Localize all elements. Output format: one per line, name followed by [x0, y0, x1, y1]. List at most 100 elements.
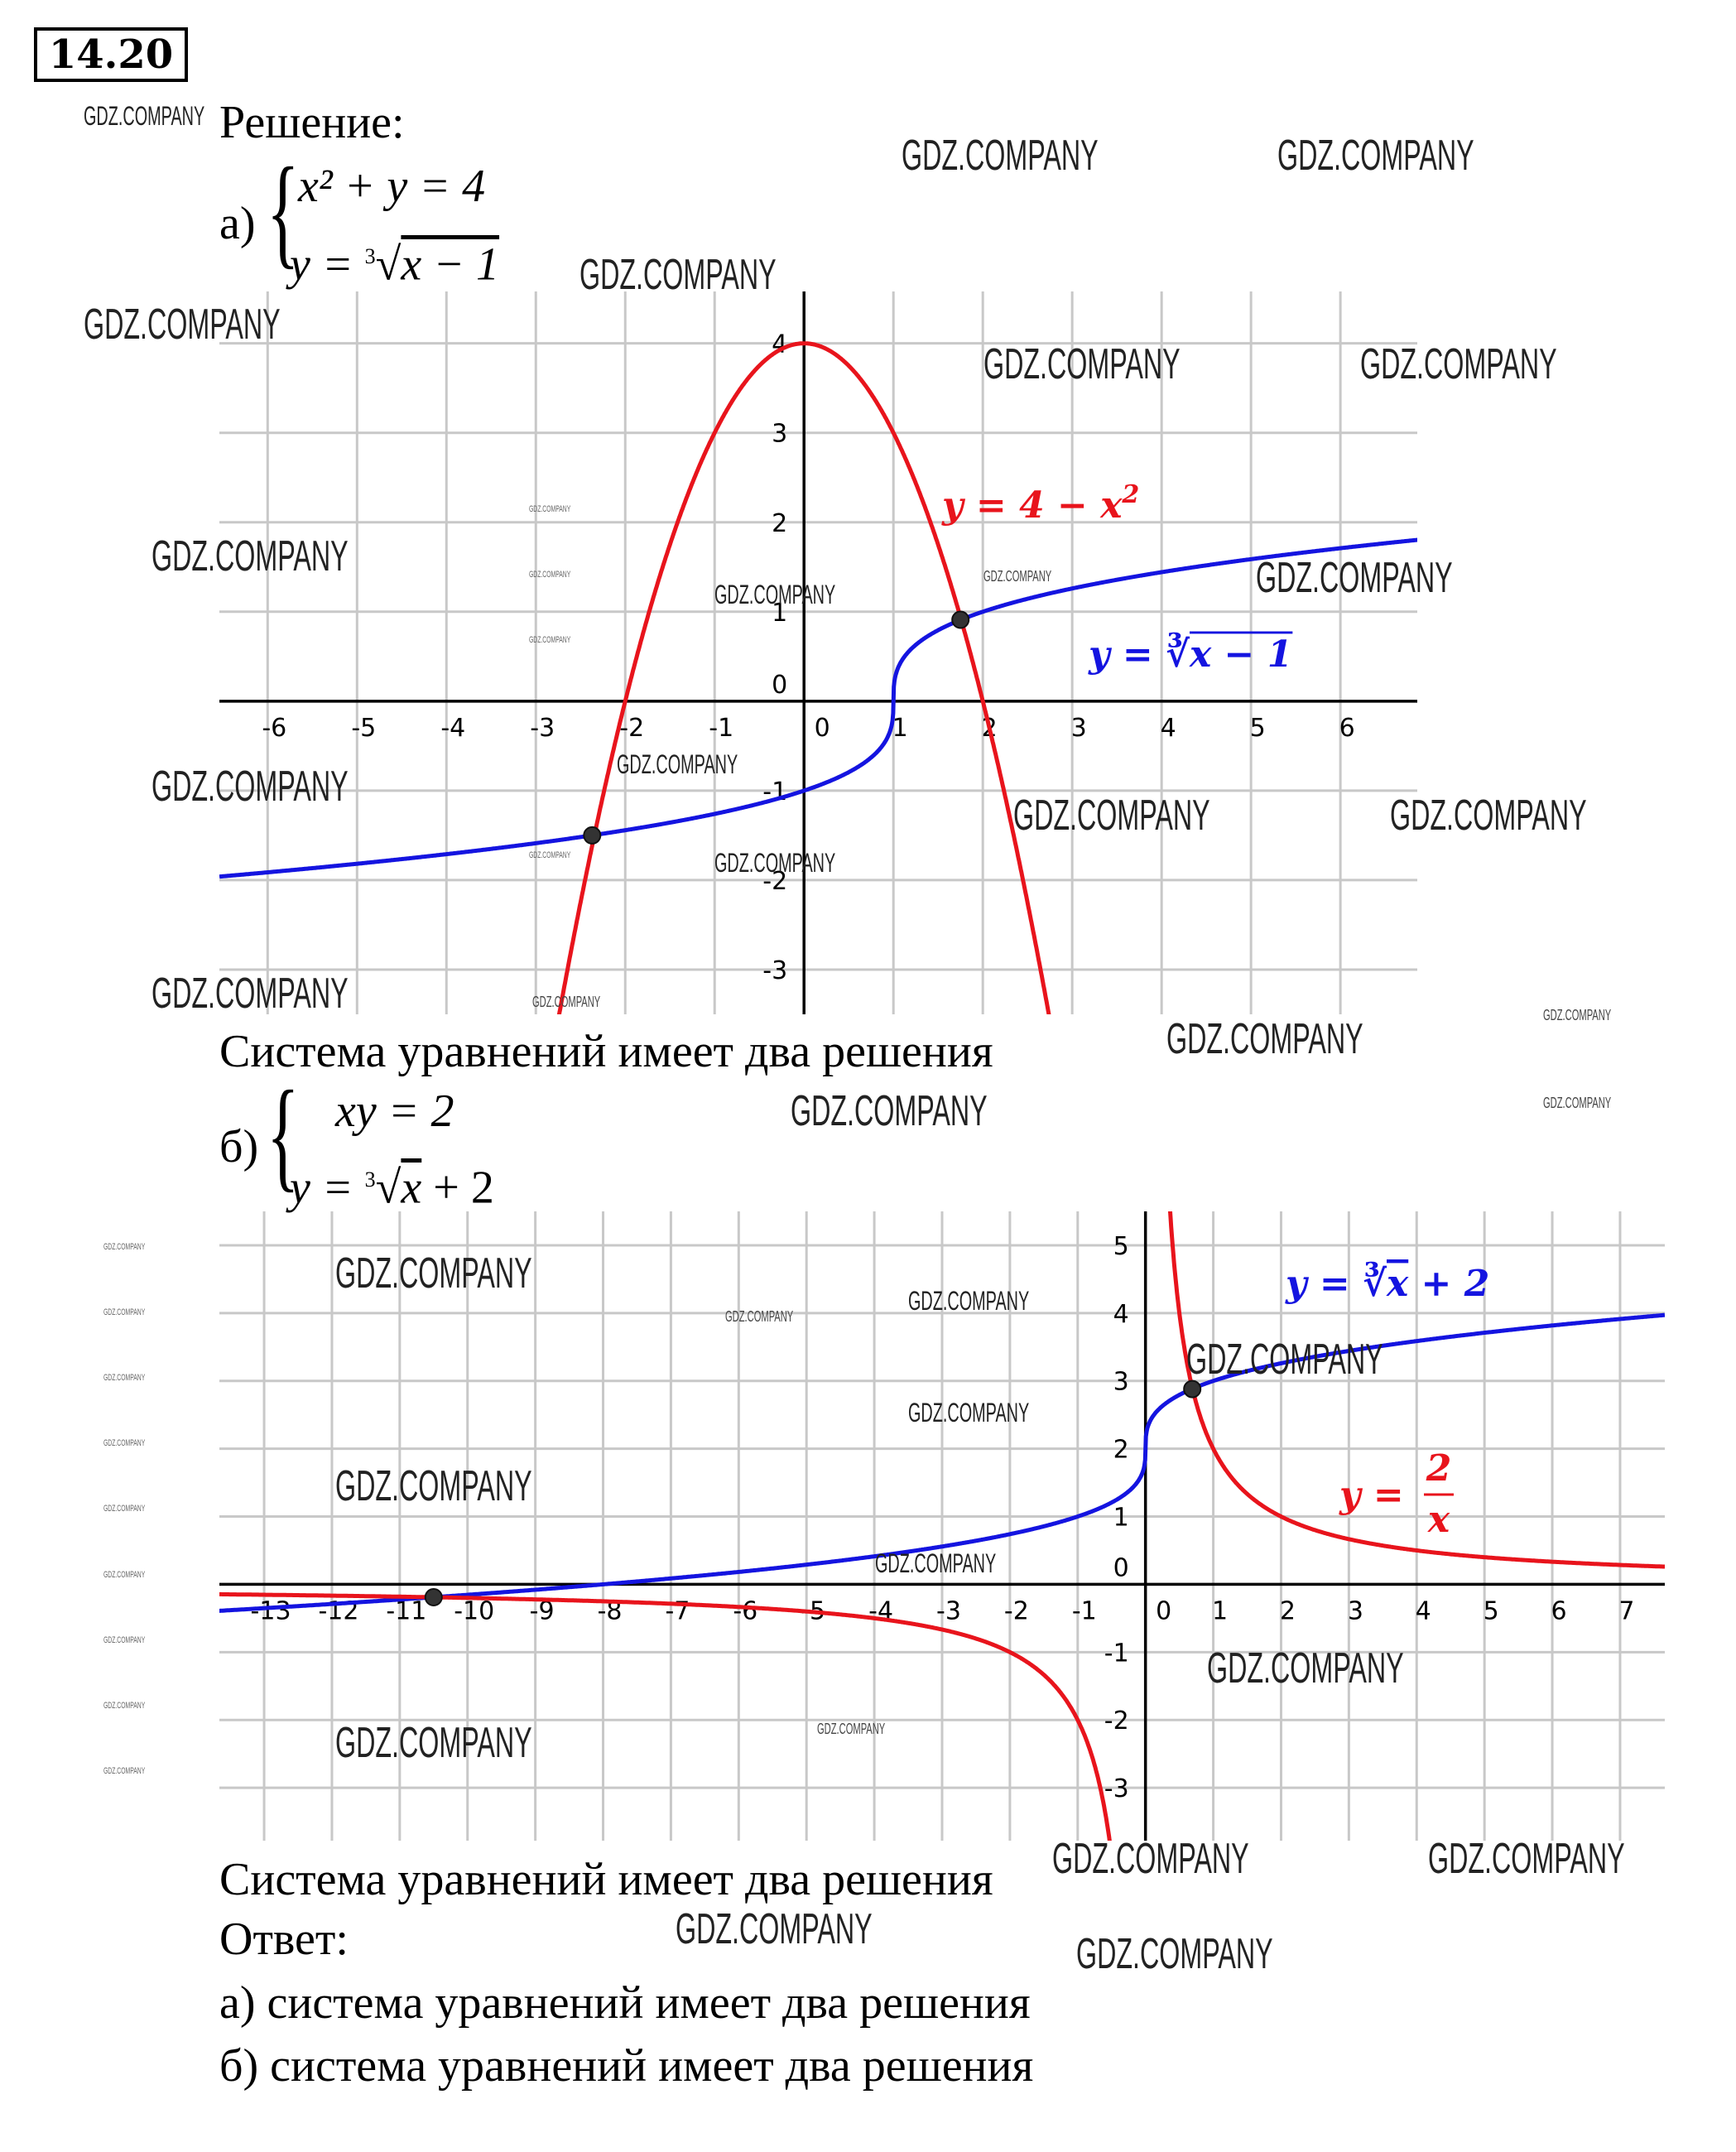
x-tick-label: -1 [1072, 1596, 1097, 1625]
x-tick-label: 0 [1156, 1596, 1171, 1625]
watermark: GDZ.COMPANY [103, 1307, 146, 1317]
watermark: GDZ.COMPANY [1166, 1015, 1363, 1063]
graph-b: -13 -12 -11 -10 -9 -8 -7 -6 -5 -4 -3 -2 -1 0 1 2 3 4 5 6 7-3… [219, 1211, 1665, 1841]
watermark: GDZ.COMPANY [579, 251, 777, 299]
watermark: GDZ.COMPANY [714, 848, 836, 878]
x-tick-label: -10 [454, 1596, 494, 1625]
y-tick-label: 3 [772, 420, 787, 449]
part-b-label: б) [219, 1121, 259, 1172]
system-brace-b: { [267, 1066, 300, 1203]
x-tick-label: -1 [709, 714, 733, 743]
y-tick-label: 4 [1113, 1300, 1129, 1329]
function-label: y = ∛x − 1 [1088, 632, 1292, 676]
watermark: GDZ.COMPANY [335, 1462, 532, 1510]
x-tick-label: -3 [530, 714, 555, 743]
problem-number: 14.20 [34, 27, 188, 82]
watermark: GDZ.COMPANY [908, 1398, 1030, 1427]
eq-prefix: y = [290, 1162, 365, 1214]
root-icon: √ [375, 238, 402, 291]
y-tick-label: 0 [772, 671, 787, 700]
watermark: GDZ.COMPANY [103, 1701, 146, 1711]
watermark: GDZ.COMPANY [1428, 1835, 1625, 1883]
function-label: y = [1339, 1474, 1404, 1516]
watermark: GDZ.COMPANY [103, 1635, 146, 1645]
watermark: GDZ.COMPANY [103, 1438, 146, 1448]
part-a-label: а) [219, 198, 256, 249]
y-tick-label: -3 [1104, 1774, 1129, 1803]
watermark: GDZ.COMPANY [1543, 1095, 1612, 1111]
x-tick-label: 6 [1339, 714, 1355, 743]
watermark: GDZ.COMPANY [817, 1721, 886, 1737]
y-tick-label: -2 [1104, 1707, 1129, 1736]
y-tick-label: 1 [1113, 1504, 1129, 1533]
part-b-conclusion: Система уравнений имеет два решения [219, 1854, 993, 1905]
watermark: GDZ.COMPANY [529, 504, 571, 514]
solution-label: Решение: [219, 97, 405, 148]
watermark: GDZ.COMPANY [908, 1286, 1030, 1316]
watermark: GDZ.COMPANY [1256, 554, 1453, 602]
answer-b: б) система уравнений имеет два решения [219, 2040, 1034, 2092]
x-tick-label: 1 [1212, 1596, 1228, 1625]
watermark: GDZ.COMPANY [151, 763, 349, 811]
watermark: GDZ.COMPANY [151, 532, 349, 580]
watermark: GDZ.COMPANY [103, 1570, 146, 1580]
x-tick-label: 3 [1348, 1596, 1363, 1625]
intersection-point [951, 610, 970, 629]
series-curve-red [219, 1211, 1665, 1841]
part-b-eq2: y = 3√x + 2 [290, 1155, 494, 1213]
intersection-point [1183, 1379, 1202, 1399]
x-tick-label: 1 [892, 714, 908, 743]
series-curve-blue [219, 1312, 1665, 1613]
watermark: GDZ.COMPANY [529, 635, 571, 645]
watermark: GDZ.COMPANY [529, 850, 571, 860]
watermark: GDZ.COMPANY [335, 1249, 532, 1297]
watermark: GDZ.COMPANY [1013, 792, 1210, 840]
radicand: x [401, 1162, 422, 1214]
y-tick-label: 3 [1113, 1368, 1129, 1397]
x-tick-label: 3 [1071, 714, 1087, 743]
eq-suffix: + 2 [421, 1162, 494, 1214]
watermark: GDZ.COMPANY [529, 570, 571, 580]
watermark: GDZ.COMPANY [84, 101, 205, 131]
watermark: GDZ.COMPANY [1277, 132, 1474, 180]
watermark: GDZ.COMPANY [714, 580, 836, 609]
watermark: GDZ.COMPANY [103, 1373, 146, 1383]
watermark: GDZ.COMPANY [1052, 1835, 1249, 1883]
eq-prefix: y = [290, 238, 365, 291]
watermark: GDZ.COMPANY [875, 1548, 997, 1578]
y-tick-label: 5 [1113, 1232, 1129, 1261]
y-tick-label: 1 [772, 599, 787, 628]
x-tick-label: -5 [351, 714, 376, 743]
part-b-eq1: xy = 2 [335, 1086, 454, 1137]
watermark: GDZ.COMPANY [532, 994, 601, 1010]
root-icon: √ [375, 1162, 402, 1214]
series-curve-blue [219, 537, 1417, 879]
watermark: GDZ.COMPANY [983, 340, 1181, 388]
watermark: GDZ.COMPANY [791, 1087, 988, 1135]
x-tick-label: -2 [619, 714, 644, 743]
watermark: GDZ.COMPANY [103, 1766, 146, 1776]
root-index: 3 [364, 244, 376, 268]
y-tick-label: -3 [762, 956, 787, 985]
x-tick-label: -2 [1004, 1596, 1029, 1625]
x-tick-label: -4 [440, 714, 465, 743]
x-tick-label: -13 [251, 1596, 291, 1625]
x-tick-label: 7 [1618, 1596, 1634, 1625]
y-tick-label: 2 [772, 509, 787, 538]
watermark: GDZ.COMPANY [103, 1242, 146, 1252]
x-tick-label: 2 [1280, 1596, 1296, 1625]
watermark: GDZ.COMPANY [1207, 1644, 1404, 1692]
y-tick-label: 2 [1113, 1436, 1129, 1465]
x-tick-label: 0 [815, 714, 830, 743]
part-a-eq2: y = 3√x − 1 [290, 232, 499, 290]
answer-title: Ответ: [219, 1914, 349, 1965]
x-tick-label: 5 [1484, 1596, 1499, 1625]
watermark: GDZ.COMPANY [617, 749, 738, 779]
watermark: GDZ.COMPANY [1543, 1007, 1612, 1023]
watermark: GDZ.COMPANY [1076, 1930, 1273, 1978]
function-label: y = 4 − x2 [941, 480, 1139, 527]
watermark: GDZ.COMPANY [84, 301, 281, 349]
x-tick-label: 4 [1416, 1596, 1431, 1625]
x-tick-label: -6 [262, 714, 286, 743]
